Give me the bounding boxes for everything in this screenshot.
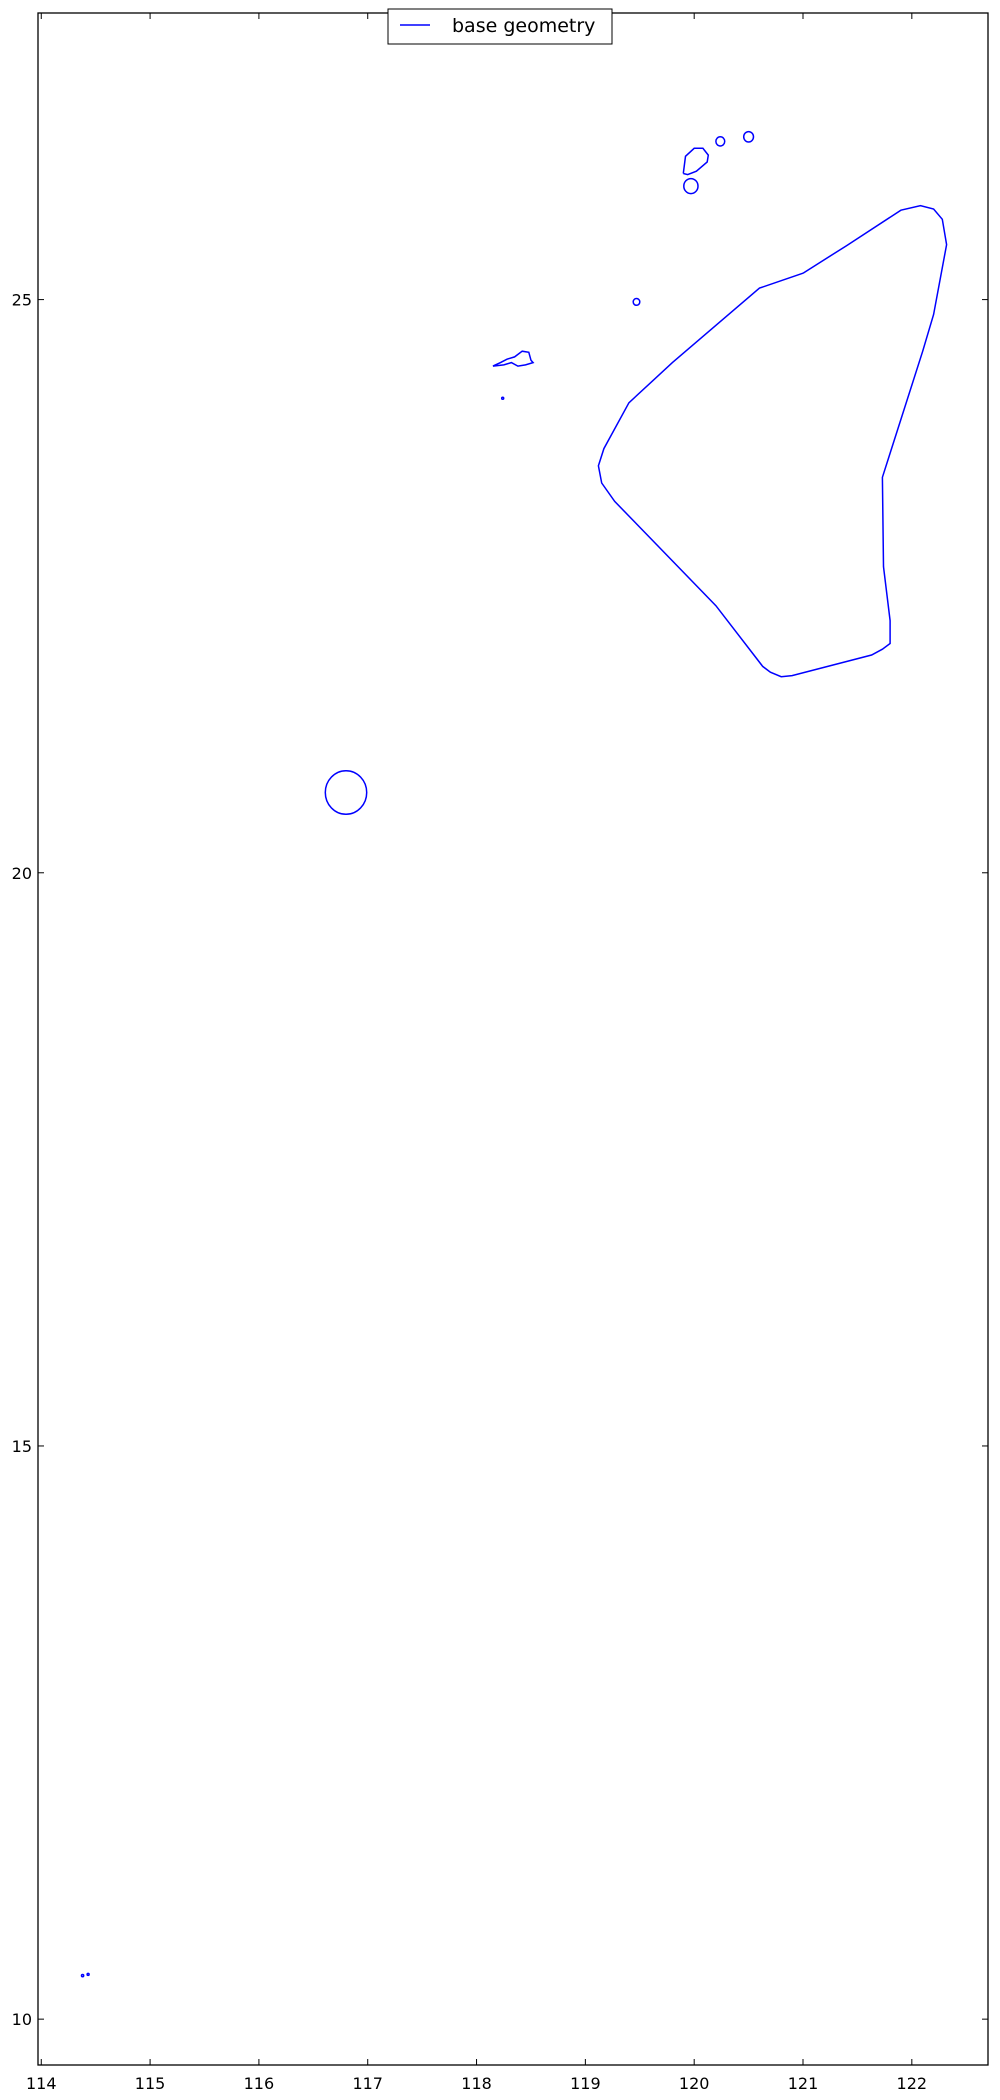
shape-circle-island xyxy=(324,769,368,816)
y-tick-label: 10 xyxy=(12,2010,32,2029)
y-tick-label: 25 xyxy=(12,291,32,310)
shape-dot-c xyxy=(86,1972,90,1977)
legend-box xyxy=(387,8,613,45)
x-tick-label: 117 xyxy=(352,2074,383,2093)
legend-label: base geometry xyxy=(452,15,595,37)
plot-area xyxy=(37,12,989,2066)
y-tick-label: 20 xyxy=(12,864,32,883)
shape-north-island-2 xyxy=(715,136,726,147)
x-tick-label: 118 xyxy=(461,2074,492,2093)
x-tick-label: 119 xyxy=(570,2074,601,2093)
shape-north-island-4 xyxy=(683,177,699,195)
shape-dot-b xyxy=(80,1973,85,1978)
y-tick-label: 15 xyxy=(12,1437,32,1456)
legend: base geometry xyxy=(387,8,613,45)
x-tick-label: 115 xyxy=(135,2074,166,2093)
shape-coastal-strip xyxy=(492,350,535,367)
x-tick-label: 114 xyxy=(26,2074,57,2093)
shape-large-polygon xyxy=(597,204,948,678)
shape-small-islet xyxy=(632,297,641,307)
geometry-layer xyxy=(80,130,948,1978)
shape-dot-a xyxy=(500,396,505,400)
shape-north-island-3 xyxy=(742,130,755,143)
ticks-layer: 114 115 116 117 118 119 120 121 122 10 15 20 25 xyxy=(12,13,988,2093)
x-tick-label: 121 xyxy=(788,2074,819,2093)
x-tick-label: 120 xyxy=(679,2074,710,2093)
x-tick-label: 122 xyxy=(897,2074,928,2093)
x-tick-label: 116 xyxy=(244,2074,275,2093)
shape-north-island-1 xyxy=(682,147,710,176)
